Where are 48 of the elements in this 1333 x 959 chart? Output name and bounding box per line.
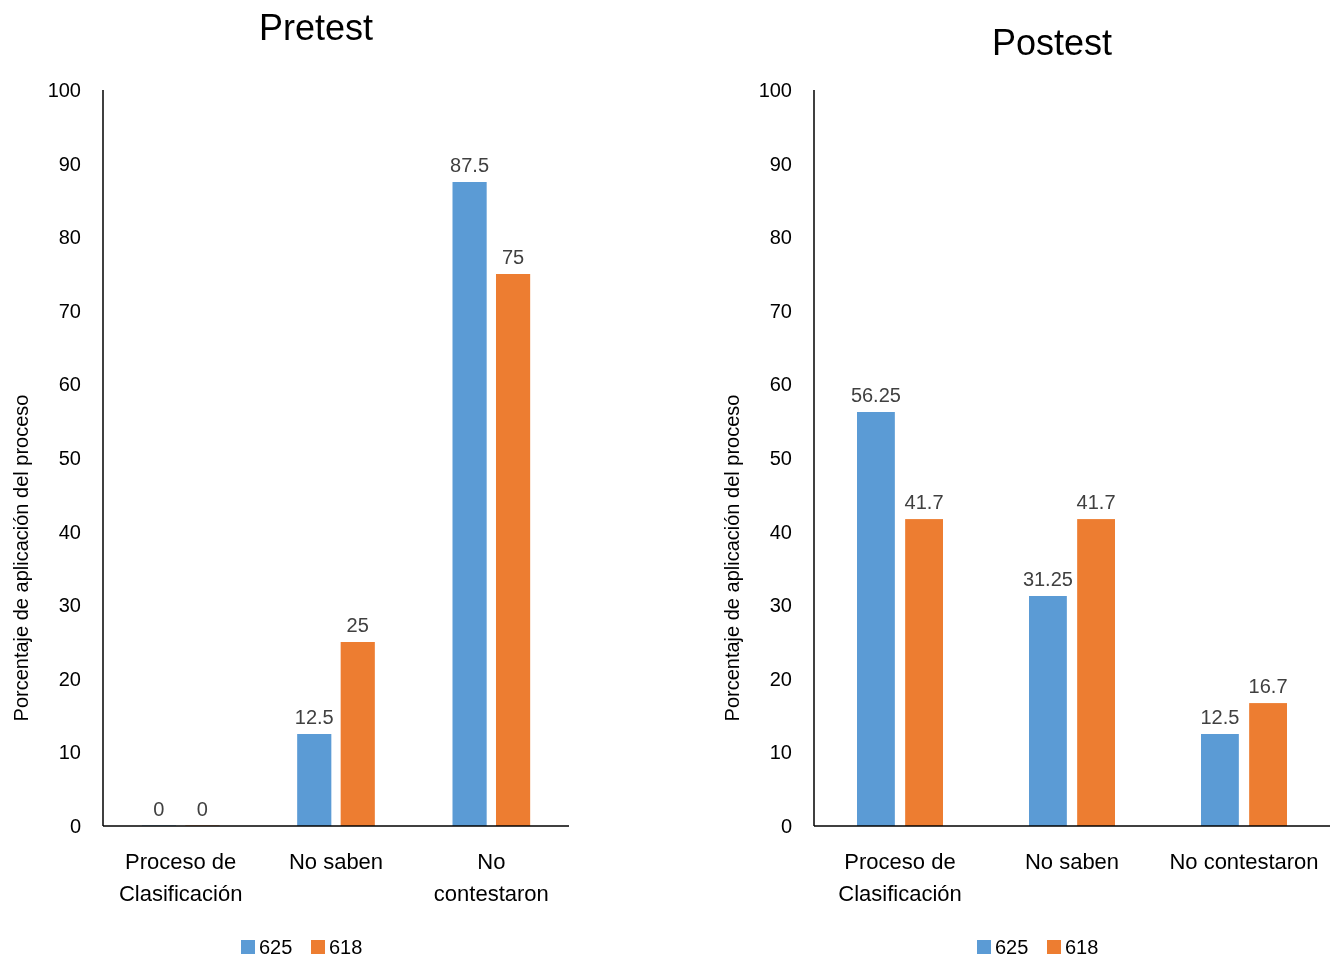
data-label: 16.7	[1248, 675, 1288, 698]
chart-title: Pretest	[258, 7, 374, 48]
x-tick-label: Proceso de Clasificación	[838, 849, 962, 906]
y-tick-label: 10	[58, 741, 81, 764]
y-tick-label: 100	[47, 79, 81, 101]
chart-title: Postest	[991, 22, 1113, 63]
y-tick-label: 10	[769, 741, 792, 764]
y-tick-label: 60	[769, 373, 792, 396]
data-label: 0	[196, 798, 208, 820]
data-label: 41.7	[1076, 491, 1116, 514]
y-tick-label: 80	[769, 226, 792, 249]
data-label: 75	[501, 246, 525, 268]
y-tick-label: 70	[769, 299, 792, 322]
y-tick-label: 80	[58, 226, 81, 249]
y-tick-label: 20	[58, 667, 81, 690]
data-label: 41.7	[904, 491, 944, 514]
y-axis-title: Porcentaje de aplicación del proceso	[10, 394, 32, 722]
x-tick-label: Proceso de Clasificación	[118, 849, 243, 906]
y-tick-label: 60	[58, 373, 81, 396]
data-label: 12.5	[1200, 706, 1240, 728]
y-axis-title: Porcentaje de aplicación del proceso	[721, 394, 743, 722]
x-tick-label: No contestaron	[433, 849, 549, 906]
data-label: 31.25	[1022, 568, 1073, 590]
y-tick-label: 40	[769, 520, 792, 543]
data-label: 12.5	[294, 706, 334, 728]
legend-label: 618	[1065, 936, 1099, 958]
x-tick-label: No saben	[1024, 849, 1120, 874]
data-label: 56.25	[850, 384, 901, 406]
y-tick-label: 50	[58, 447, 81, 469]
y-tick-label: 0	[69, 815, 81, 837]
legend-label: 625	[259, 936, 293, 958]
data-label: 87.5	[450, 154, 490, 176]
y-tick-label: 100	[758, 79, 792, 101]
legend-label: 618	[329, 936, 363, 958]
legend-label: 625	[995, 936, 1029, 958]
y-tick-label: 0	[780, 815, 792, 837]
data-label: 25	[346, 614, 369, 636]
y-tick-label: 50	[769, 447, 792, 469]
x-tick-label: No contestaron	[1169, 849, 1319, 874]
y-tick-label: 20	[769, 667, 792, 690]
y-tick-label: 70	[58, 299, 81, 322]
data-label: 0	[153, 798, 165, 820]
x-tick-label: No saben	[288, 849, 384, 874]
y-tick-label: 30	[58, 594, 81, 617]
y-tick-label: 90	[769, 152, 792, 175]
y-tick-label: 40	[58, 520, 81, 543]
y-tick-label: 30	[769, 594, 792, 617]
y-tick-label: 90	[58, 152, 81, 175]
